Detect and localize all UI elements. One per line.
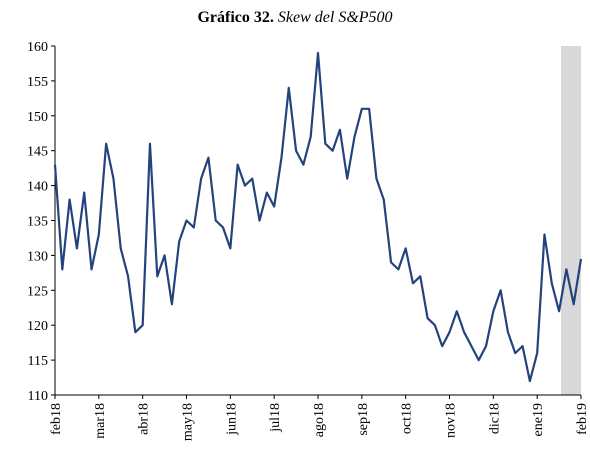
- x-tick-label: abr18: [137, 403, 152, 435]
- y-tick-label: 155: [27, 75, 48, 90]
- y-tick-label: 140: [27, 180, 48, 195]
- x-tick-label: mar18: [93, 403, 108, 439]
- x-tick-label: jul18: [268, 403, 283, 433]
- x-tick-label: oct18: [400, 403, 415, 434]
- chart-title: Gráfico 32.: [197, 9, 273, 26]
- y-tick-label: 145: [27, 145, 48, 160]
- x-tick-label: ene19: [531, 403, 546, 436]
- shaded-period: [561, 46, 581, 395]
- x-tick-label: sep18: [356, 403, 371, 436]
- y-tick-label: 110: [28, 389, 48, 404]
- y-tick-label: 125: [27, 284, 48, 299]
- x-tick-label: feb19: [575, 403, 590, 435]
- data-line: [53, 51, 583, 383]
- x-tick-label: ago18: [312, 403, 327, 437]
- y-tick-label: 135: [27, 215, 48, 230]
- y-tick-label: 150: [27, 110, 48, 125]
- y-tick-label: 130: [27, 249, 48, 264]
- x-tick-label: jun18: [224, 403, 239, 436]
- x-tick-label: feb18: [49, 403, 64, 435]
- chart-heading: Gráfico 32. Skew del S&P500: [197, 9, 392, 26]
- y-tick-label: 160: [27, 40, 48, 55]
- x-tick-label: dic18: [487, 403, 502, 434]
- y-tick-label: 120: [27, 319, 48, 334]
- x-tick-label: nov18: [444, 403, 459, 438]
- chart-subtitle: Skew del S&P500: [278, 9, 393, 26]
- x-tick-label: may18: [181, 403, 196, 441]
- y-tick-label: 115: [28, 354, 48, 369]
